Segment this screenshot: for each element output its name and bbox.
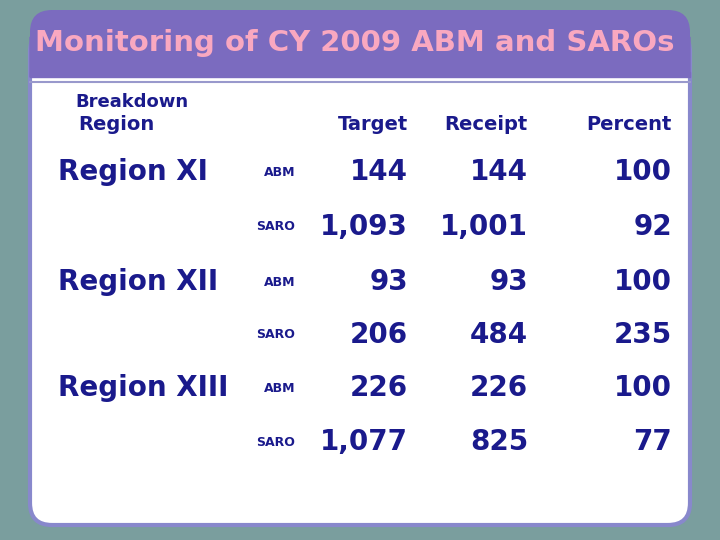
- Text: Region: Region: [78, 116, 154, 134]
- Text: SARO: SARO: [256, 220, 295, 233]
- Text: 235: 235: [613, 321, 672, 349]
- Text: ABM: ABM: [264, 275, 295, 288]
- Text: 206: 206: [350, 321, 408, 349]
- Polygon shape: [30, 72, 690, 77]
- Text: Receipt: Receipt: [445, 116, 528, 134]
- Text: 100: 100: [614, 374, 672, 402]
- Text: 144: 144: [350, 158, 408, 186]
- Text: 100: 100: [614, 268, 672, 296]
- FancyBboxPatch shape: [30, 10, 690, 77]
- Text: 77: 77: [634, 428, 672, 456]
- Text: 1,093: 1,093: [320, 213, 408, 241]
- Text: 93: 93: [490, 268, 528, 296]
- Text: Percent: Percent: [587, 116, 672, 134]
- Text: 226: 226: [470, 374, 528, 402]
- Text: Breakdown: Breakdown: [75, 93, 188, 111]
- Text: Region XI: Region XI: [58, 158, 208, 186]
- Text: 226: 226: [350, 374, 408, 402]
- Text: 93: 93: [369, 268, 408, 296]
- Polygon shape: [30, 37, 70, 77]
- Text: ABM: ABM: [264, 381, 295, 395]
- FancyBboxPatch shape: [30, 30, 690, 525]
- Text: Region XII: Region XII: [58, 268, 218, 296]
- Text: 1,077: 1,077: [320, 428, 408, 456]
- Text: SARO: SARO: [256, 328, 295, 341]
- Text: 92: 92: [634, 213, 672, 241]
- Text: Target: Target: [338, 116, 408, 134]
- Text: Monitoring of CY 2009 ABM and SAROs: Monitoring of CY 2009 ABM and SAROs: [35, 29, 675, 57]
- Text: SARO: SARO: [256, 435, 295, 449]
- Text: Region XIII: Region XIII: [58, 374, 228, 402]
- Text: ABM: ABM: [264, 165, 295, 179]
- Text: 1,001: 1,001: [440, 213, 528, 241]
- Text: 144: 144: [470, 158, 528, 186]
- Polygon shape: [650, 37, 690, 77]
- Text: 825: 825: [469, 428, 528, 456]
- Text: 484: 484: [470, 321, 528, 349]
- Text: 100: 100: [614, 158, 672, 186]
